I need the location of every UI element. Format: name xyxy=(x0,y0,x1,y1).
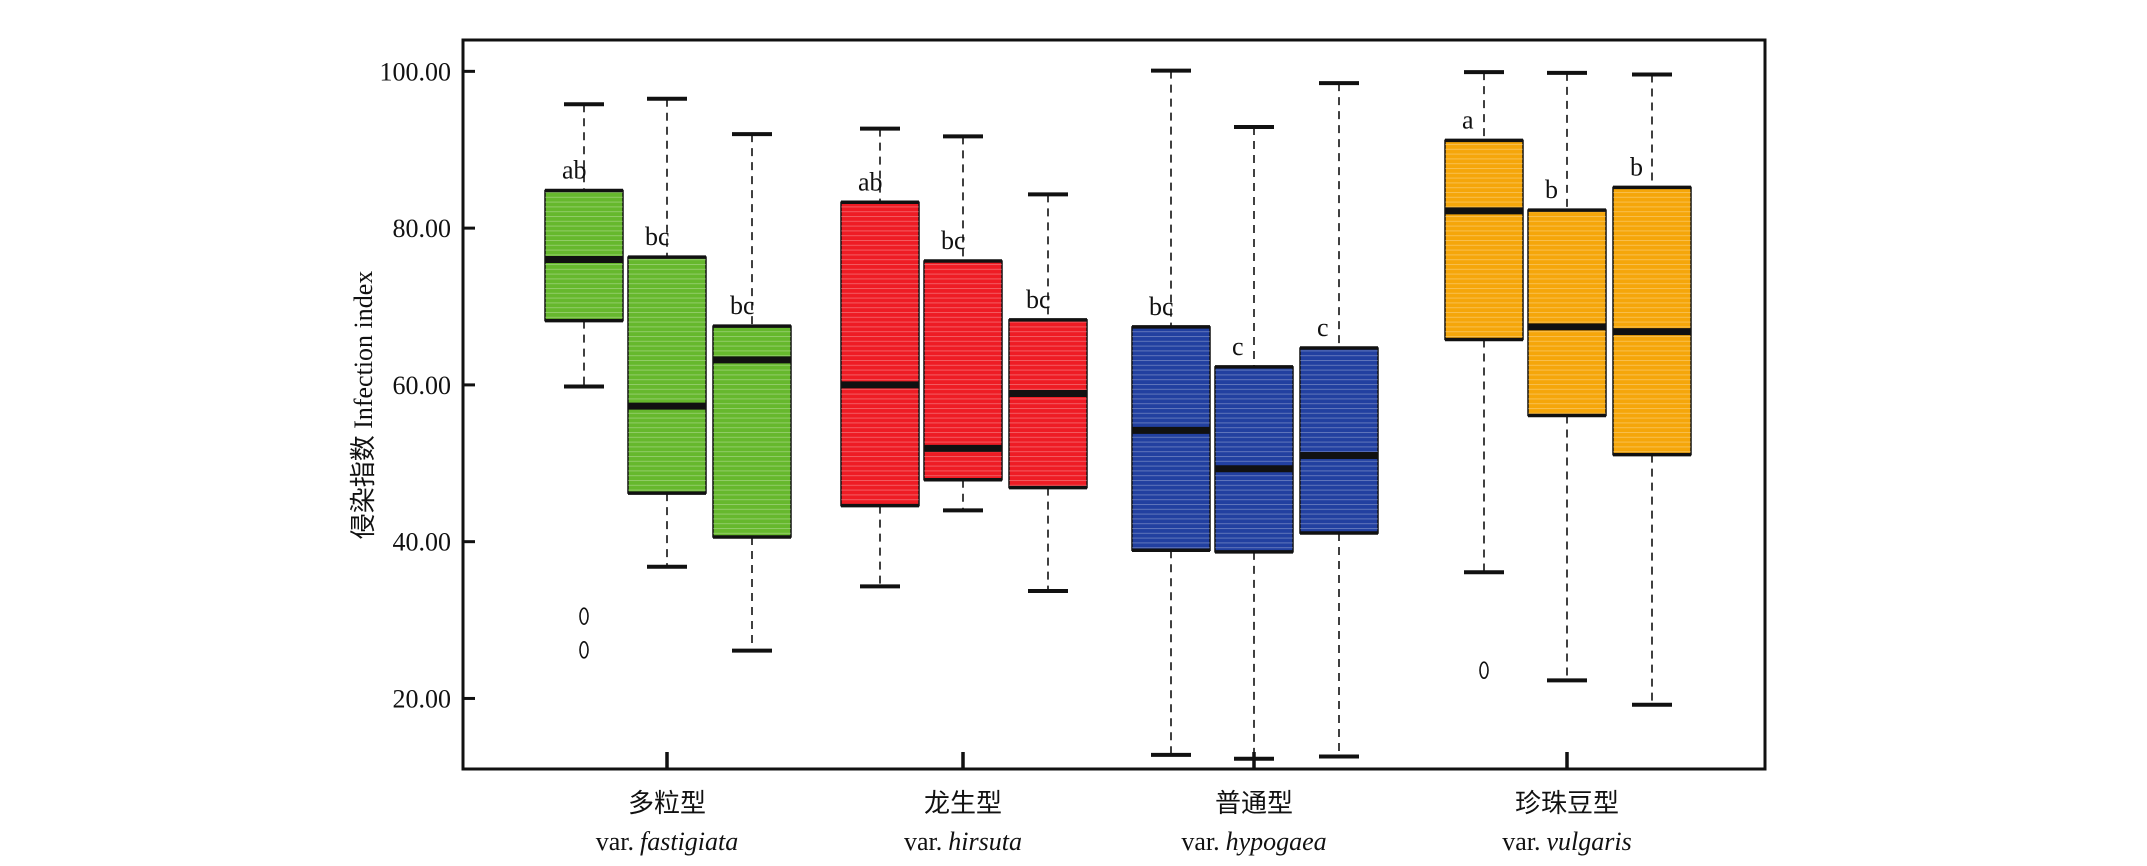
box-3-2: c xyxy=(1214,125,1294,761)
box-1-2: bc xyxy=(627,96,707,569)
var-name: vulgaris xyxy=(1547,827,1632,856)
significance-label: c xyxy=(1232,332,1244,361)
box-1-1: ab xyxy=(544,102,624,659)
iqr-box-texture xyxy=(545,190,623,321)
box-1-3: bc xyxy=(712,132,792,653)
y-tick-label: 100.00 xyxy=(380,57,452,86)
significance-label: b xyxy=(1545,175,1558,204)
var-prefix: var. xyxy=(1502,827,1540,856)
iqr-box-texture xyxy=(924,261,1002,480)
significance-label: bc xyxy=(1149,292,1174,321)
significance-label: bc xyxy=(730,291,755,320)
group-label-var: var. fastigiata xyxy=(596,827,739,856)
var-name: hypogaea xyxy=(1226,827,1327,856)
iqr-box-texture xyxy=(1445,140,1523,340)
group-label-var: var. hypogaea xyxy=(1181,827,1326,856)
group-label-cn: 龙生型 xyxy=(924,789,1002,818)
iqr-box-texture xyxy=(1215,366,1293,552)
group-label-cn: 多粒型 xyxy=(628,789,706,818)
var-prefix: var. xyxy=(904,827,942,856)
y-tick-label: 60.00 xyxy=(393,371,452,400)
group-label-var: var. hirsuta xyxy=(904,827,1022,856)
significance-label: b xyxy=(1630,152,1643,181)
significance-label: a xyxy=(1462,105,1474,134)
significance-label: bc xyxy=(941,226,966,255)
significance-label: c xyxy=(1317,313,1329,342)
y-tick-label: 20.00 xyxy=(393,684,452,713)
group-label-cn: 普通型 xyxy=(1215,789,1293,818)
y-tick-label: 80.00 xyxy=(393,214,452,243)
iqr-box-texture xyxy=(1009,319,1087,488)
y-axis: 100.00 80.00 60.00 40.00 20.00 xyxy=(380,57,475,713)
significance-label: ab xyxy=(562,156,587,185)
box-2-3: bc xyxy=(1008,192,1088,594)
box-3-3: c xyxy=(1299,81,1379,759)
significance-label: bc xyxy=(1026,285,1051,314)
box-3-1: bc xyxy=(1131,68,1211,757)
var-name: fastigiata xyxy=(640,827,738,856)
y-tick-label: 40.00 xyxy=(393,528,452,557)
significance-label: bc xyxy=(645,222,670,251)
var-name: hirsuta xyxy=(948,827,1022,856)
var-prefix: var. xyxy=(1181,827,1219,856)
group-label-var: var. vulgaris xyxy=(1502,827,1632,856)
iqr-box-texture xyxy=(1528,210,1606,416)
iqr-box-texture xyxy=(1132,326,1210,551)
outlier-point xyxy=(579,641,589,659)
box-2-1: ab xyxy=(840,126,920,589)
box-4-2: b xyxy=(1527,70,1607,683)
iqr-box-texture xyxy=(1300,348,1378,534)
var-prefix: var. xyxy=(596,827,634,856)
iqr-box-texture xyxy=(841,202,919,506)
outlier-point xyxy=(579,607,589,625)
box-4-3: b xyxy=(1612,72,1692,707)
iqr-box-texture xyxy=(1613,187,1691,455)
y-axis-title: 侵染指数 Infection index xyxy=(349,271,378,540)
box-2-2: bc xyxy=(923,134,1003,513)
significance-label: ab xyxy=(858,167,883,196)
outlier-point xyxy=(1479,661,1489,680)
box-4-1: a xyxy=(1444,70,1524,680)
group-label-cn: 珍珠豆型 xyxy=(1515,789,1619,818)
iqr-box-texture xyxy=(628,257,706,494)
